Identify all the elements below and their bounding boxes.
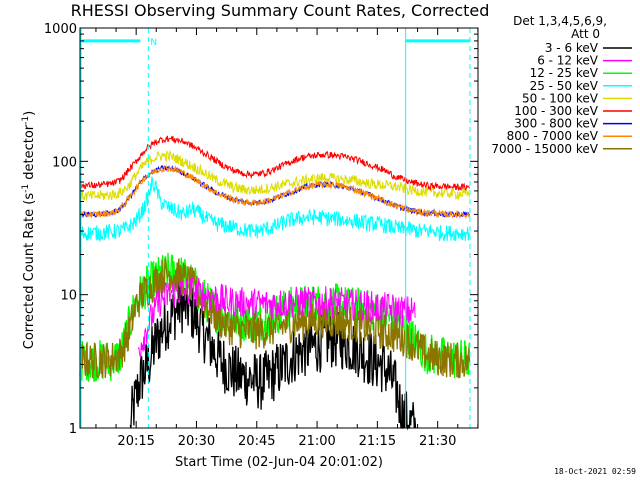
series-800-7000keV — [79, 165, 471, 219]
legend-label: 6 - 12 keV — [537, 54, 599, 68]
y-tick-label: 1 — [69, 422, 77, 437]
legend-header-att: Att 0 — [571, 27, 600, 41]
legend-header: Det 1,3,4,5,6,9, — [513, 14, 607, 28]
annotation-label-n: N — [150, 38, 157, 48]
series-50-100keV — [79, 149, 471, 201]
x-axis-label: Start Time (02-Jun-04 20:01:02) — [175, 455, 383, 470]
series-layer — [79, 135, 471, 431]
x-tick-label: 21:30 — [419, 434, 456, 449]
y-axis-label-sup2: -1 — [21, 116, 31, 125]
legend-label: 25 - 50 keV — [530, 79, 599, 93]
tick-layer: 20:15 20:30 20:45 21:00 21:15 21:30 1 10 100 1000 — [44, 22, 479, 449]
legend-label: 3 - 6 keV — [545, 41, 599, 55]
timestamp: 18-Oct-2021 02:59 — [554, 467, 636, 476]
x-tick-label: 21:00 — [298, 434, 335, 449]
series-6-12keV — [137, 276, 416, 358]
x-tick-label: 21:15 — [359, 434, 396, 449]
y-axis-label-mid: detector — [22, 124, 37, 184]
chart-title: RHESSI Observing Summary Count Rates, Co… — [71, 1, 490, 20]
y-axis-label-end: ) — [22, 111, 37, 116]
x-tick-label: 20:15 — [117, 434, 154, 449]
legend-label: 300 - 800 keV — [514, 117, 598, 131]
series-3-6keV — [129, 277, 417, 431]
series-100-300keV — [79, 135, 471, 191]
legend-label: 800 - 7000 keV — [507, 129, 599, 143]
y-tick-label: 10 — [60, 289, 77, 304]
y-axis-label: Corrected Count Rate (s-1 detector-1) — [21, 111, 37, 349]
x-tick-label: 20:45 — [238, 434, 275, 449]
y-tick-label: 100 — [52, 155, 77, 170]
legend-label: 50 - 100 keV — [522, 91, 599, 105]
y-axis-label-main: Corrected Count Rate (s — [22, 193, 37, 350]
y-tick-label: 1000 — [44, 22, 77, 37]
legend-label: 12 - 25 keV — [530, 66, 599, 80]
plot-frame — [79, 27, 479, 429]
legend-label: 100 - 300 keV — [514, 104, 598, 118]
legend-label: 7000 - 15000 keV — [491, 142, 598, 156]
series-25-50keV — [79, 176, 471, 243]
series-7000-15000keV — [79, 258, 471, 379]
annotation-layer: N — [80, 28, 471, 428]
x-tick-label: 20:30 — [178, 434, 215, 449]
y-axis-label-sup1: -1 — [21, 184, 31, 193]
